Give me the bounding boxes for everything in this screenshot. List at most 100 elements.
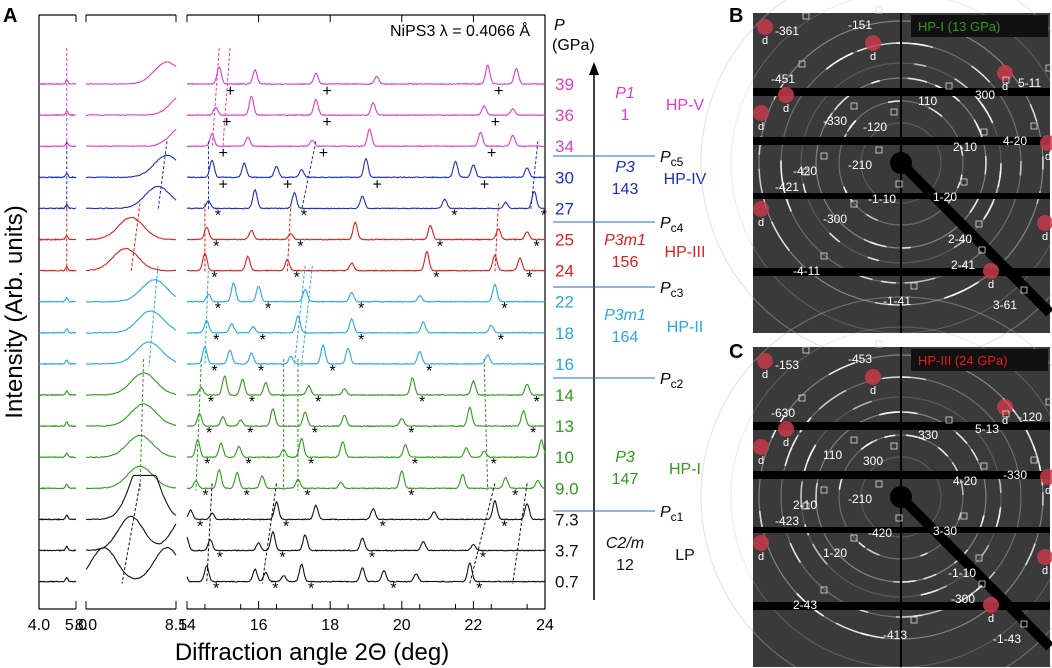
space-group-label: P3m1 (604, 307, 646, 324)
miller-index: -1-41 (883, 294, 911, 308)
peak-marker: * (272, 581, 278, 598)
peak-marker: * (512, 487, 518, 504)
ring-arc (914, 63, 927, 67)
pressure-label: 22 (555, 293, 574, 312)
trace-line (186, 562, 546, 583)
ring-arc (1024, 543, 1036, 566)
ring-arc (865, 439, 878, 447)
peak-marker: * (369, 550, 375, 567)
guide-line (130, 203, 141, 273)
ring-arc (815, 482, 818, 507)
space-group-number: 147 (612, 471, 639, 488)
peak-marker: * (304, 487, 310, 504)
trace-line (38, 420, 77, 428)
miller-index: -423 (775, 514, 799, 528)
index-box (820, 152, 828, 160)
trace-line (186, 128, 546, 148)
trace-line (186, 95, 546, 117)
pressure-label: 36 (555, 106, 574, 125)
pattern-title: HP-I (13 GPa) (918, 19, 1000, 34)
trace-line (38, 327, 77, 334)
guide-line (204, 265, 209, 366)
pressure-label: 18 (555, 324, 574, 343)
peak-marker: * (476, 581, 482, 598)
phase-name: HP-III (665, 244, 706, 261)
index-box (802, 346, 810, 354)
p-header: P (554, 17, 565, 34)
space-group-number: 143 (612, 181, 639, 198)
ring-arc (860, 632, 885, 639)
trace-line (38, 296, 77, 303)
ring-arc (866, 548, 880, 556)
index-box (802, 168, 810, 176)
diamond-label: d (783, 103, 789, 115)
ring-arc (842, 186, 848, 193)
peak-marker: * (437, 239, 443, 256)
peak-marker: * (283, 518, 289, 535)
diamond-reflection (753, 439, 769, 455)
ring-arc (871, 79, 880, 85)
index-box (1045, 398, 1052, 406)
index-box (890, 108, 898, 116)
diamond-label: d (762, 369, 768, 381)
peak-marker: * (541, 207, 547, 224)
trace-line (186, 221, 546, 241)
ring-arc (881, 376, 911, 380)
ring-arc (928, 106, 937, 113)
guide-line (469, 483, 496, 584)
diamond-label: d (1045, 151, 1051, 163)
peak-marker: * (202, 487, 208, 504)
miller-index: -451 (771, 72, 795, 86)
guide-line (139, 358, 145, 491)
miller-index: 4-20 (1003, 134, 1027, 148)
miller-index: -120 (863, 120, 887, 134)
ring-arc (867, 256, 880, 262)
x-tick-label: 24 (536, 617, 554, 634)
space-group-label: C2/m (606, 535, 644, 552)
miller-index: -630 (771, 406, 795, 420)
pattern-title-box (911, 349, 1048, 371)
guide-line (301, 141, 317, 211)
peak-marker: * (301, 207, 307, 224)
peak-marker: * (217, 550, 223, 567)
space-group-number: 156 (612, 254, 639, 271)
trace-line (85, 128, 177, 148)
ring-arc (828, 361, 856, 376)
pressure-label: 9.0 (555, 479, 579, 498)
ring-arc (956, 181, 961, 189)
ring-arc (923, 589, 939, 596)
ring-arc (937, 446, 949, 457)
peak-marker: + (487, 145, 496, 162)
peak-marker: * (408, 487, 414, 504)
pressure-label: 3.7 (555, 542, 579, 561)
peak-marker: * (426, 363, 432, 380)
trace-line (186, 188, 546, 210)
miller-index: 3-61 (993, 298, 1017, 312)
peak-marker: * (412, 456, 418, 473)
plot-area: + + + + + + + + + + + + + * * * * * * * * * * * * * * * * * * * * * * * * * * *… (28, 12, 554, 634)
index-box (1030, 122, 1038, 130)
axis-break-1 (76, 12, 86, 612)
peak-marker: + (283, 176, 292, 193)
diamond-label: d (1042, 565, 1048, 577)
miller-index: 1-20 (823, 546, 847, 560)
diamond-label: d (1042, 231, 1048, 243)
miller-index: 2-43 (793, 598, 817, 612)
miller-index: 5-13 (975, 422, 999, 436)
trace-line (38, 265, 77, 272)
index-box (910, 282, 918, 290)
ring-arc (852, 400, 872, 411)
ring-arc (791, 434, 799, 447)
trace-line (85, 474, 177, 521)
ring-arc (858, 542, 866, 548)
transition-label: Pc2 (660, 371, 684, 391)
ring-arc (917, 436, 926, 441)
diamond-reflection (753, 201, 769, 217)
transition-label: Pc3 (660, 280, 684, 300)
chart-title: NiPS3 λ = 0.4066 Å (390, 21, 530, 40)
ring-arc (789, 542, 801, 563)
peak-marker: * (265, 301, 271, 318)
p-unit: (GPa) (552, 37, 595, 54)
peak-marker: * (215, 301, 221, 318)
diamond-reflection (753, 535, 769, 551)
